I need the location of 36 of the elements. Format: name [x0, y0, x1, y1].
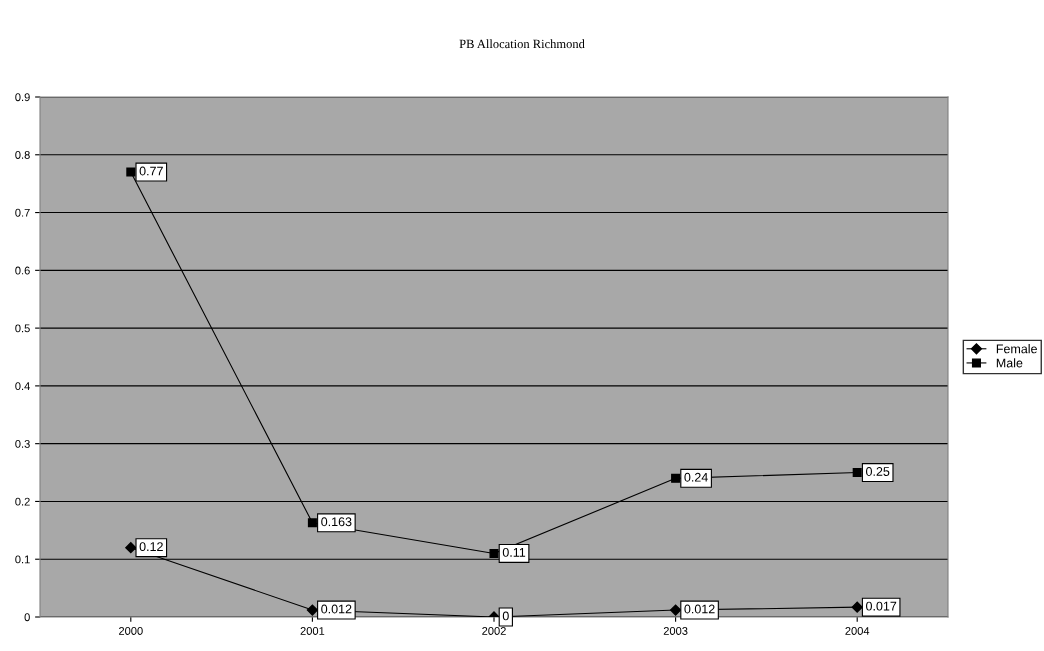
legend-label: Female: [996, 344, 1037, 354]
chart-title: PB Allocation Richmond: [459, 39, 585, 49]
x-tick-label: 2001: [300, 627, 325, 635]
data-label: 0.24: [684, 472, 708, 482]
point: [125, 542, 137, 554]
point: [489, 548, 499, 558]
data-label: 0.25: [866, 467, 890, 476]
x-tick-label: 2003: [663, 627, 688, 635]
data-label: 0.11: [502, 547, 526, 557]
y-tick-label: 0.7: [15, 208, 30, 217]
data-label: 0: [502, 611, 509, 621]
data-label: 0.12: [139, 542, 163, 552]
point: [671, 473, 681, 483]
data-label: 0.012: [684, 604, 715, 614]
point: [126, 167, 136, 177]
x-tick-label: 2000: [119, 627, 143, 635]
y-tick-label: 0.9: [15, 93, 30, 102]
legend-label: Male: [996, 358, 1023, 368]
y-tick-label: 0: [24, 613, 30, 622]
x-tick-label: 2004: [845, 627, 870, 635]
y-tick-label: 0.8: [15, 151, 30, 159]
y-tick-label: 0.2: [15, 497, 30, 506]
point: [851, 601, 863, 613]
data-label: 0.017: [866, 601, 897, 611]
x-tick-label: 2002: [482, 627, 506, 635]
data-label: 0.77: [139, 166, 163, 176]
data-label: 0.163: [321, 517, 352, 527]
y-tick-label: 0.4: [15, 382, 30, 391]
point: [307, 518, 317, 528]
y-tick-label: 0.3: [15, 439, 30, 448]
point: [669, 604, 682, 616]
y-tick-label: 0.1: [15, 555, 30, 564]
y-tick-label: 0.6: [15, 266, 30, 275]
data-label: 0.012: [321, 604, 352, 614]
y-tick-label: 0.5: [15, 324, 30, 333]
point: [852, 468, 862, 478]
